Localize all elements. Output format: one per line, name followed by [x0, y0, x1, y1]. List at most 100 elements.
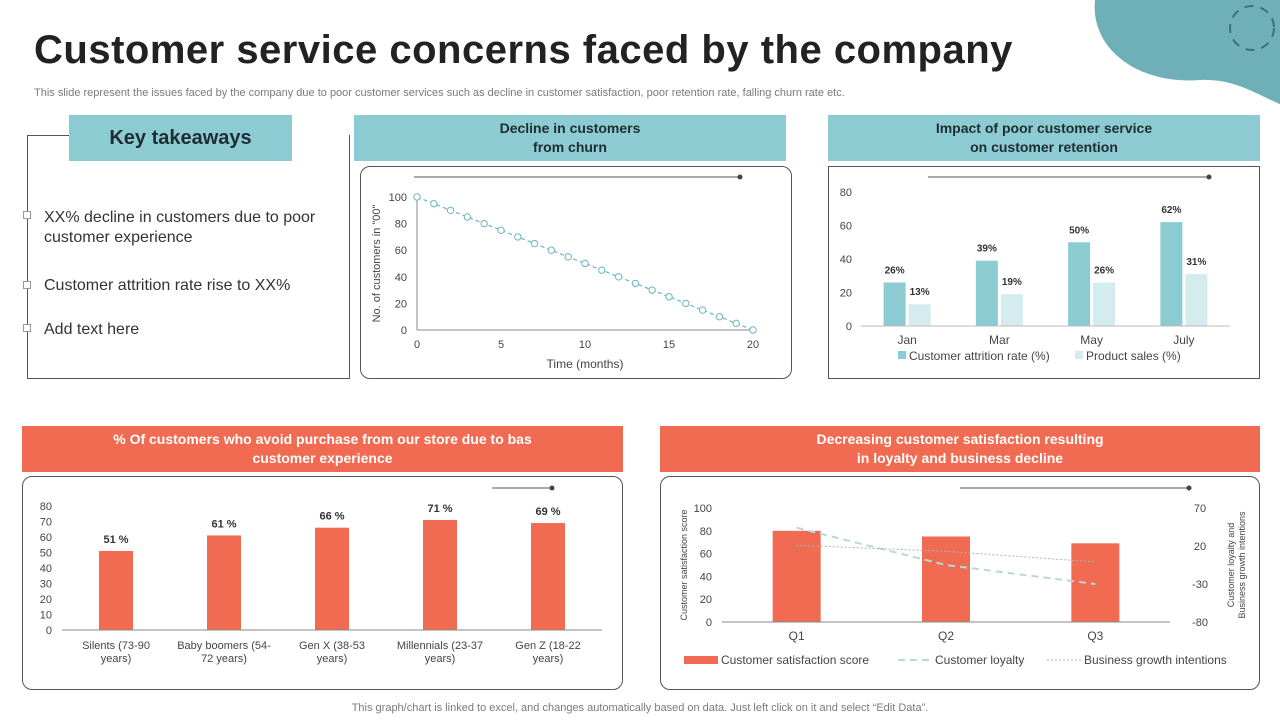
- category-label: Millennials (23-37: [397, 640, 483, 652]
- avoid-heading-line-1: % Of customers who avoid purchase from o…: [113, 431, 532, 447]
- key-takeaways-frame: [27, 135, 350, 379]
- avoid-chart-heading: % Of customers who avoid purchase from o…: [22, 426, 623, 472]
- bar-sales: [1000, 294, 1023, 326]
- y2-tick-label: -80: [1192, 617, 1208, 629]
- line-customer-loyalty: [796, 526, 1096, 585]
- data-point: [413, 193, 421, 201]
- y-tick-label: 80: [395, 219, 407, 231]
- satisfaction-chart: 0 20 40 60 80 100 -80 -30 20 70 Customer satisfact…: [679, 485, 1247, 667]
- bar-satisfaction: [772, 530, 821, 622]
- takeaway-bullet: [23, 211, 31, 219]
- data-point: [446, 206, 455, 214]
- legend-swatch-attrition: [898, 351, 906, 359]
- retention-heading-line-1: Impact of poor customer service: [935, 120, 1153, 136]
- x-tick-label: 5: [498, 339, 504, 351]
- y-tick-label: 80: [40, 501, 52, 513]
- key-takeaways-frame-top: [27, 135, 69, 136]
- category-label: years): [317, 653, 348, 665]
- data-point: [715, 313, 724, 321]
- panel-handle-dot: [1206, 174, 1212, 180]
- legend-label: Customer attrition rate (%): [909, 349, 1050, 363]
- data-point: [631, 279, 640, 288]
- y2-axis-title: Business growth intentions: [1237, 511, 1247, 619]
- data-point: [514, 233, 522, 241]
- legend-label: Product sales (%): [1086, 349, 1181, 363]
- data-point: [749, 326, 757, 334]
- bar-attrition: [1068, 242, 1091, 326]
- data-point: [497, 226, 505, 234]
- takeaway-item-3: Add text here: [44, 321, 140, 338]
- satisfaction-heading-line-2: in loyalty and business decline: [856, 450, 1064, 466]
- satisfaction-chart-heading: Decreasing customer satisfaction resulti…: [660, 426, 1260, 472]
- data-point: [547, 246, 556, 254]
- y-tick-label: 20: [840, 288, 852, 300]
- data-label: 26%: [885, 265, 905, 276]
- data-label: 71 %: [427, 503, 452, 515]
- x-tick-label: 10: [579, 339, 591, 351]
- category-label: May: [1080, 333, 1103, 347]
- category-label: Q3: [1087, 629, 1103, 643]
- category-label: years): [101, 653, 132, 665]
- bar-sales: [1093, 282, 1116, 326]
- panel-handle-dot: [549, 485, 555, 491]
- category-label: Mar: [989, 333, 1010, 347]
- y-tick-label: 40: [700, 571, 712, 583]
- y-tick-label: 0: [846, 321, 852, 333]
- key-takeaways-heading: Key takeaways: [69, 115, 292, 161]
- y-tick-label: 20: [700, 594, 712, 606]
- bar-avoid: [99, 550, 133, 630]
- x-axis-title: Time (months): [547, 357, 624, 371]
- y-tick-label: 20: [40, 594, 52, 606]
- takeaway-item-1: XX% decline in customers due to poor cus…: [44, 209, 316, 246]
- y-tick-label: 100: [389, 192, 407, 204]
- retention-chart-heading: Impact of poor customer service on custom…: [828, 115, 1260, 161]
- legend-label: Business growth intentions: [1084, 653, 1227, 667]
- page-subtitle: This slide represent the issues faced by…: [34, 87, 845, 99]
- legend-swatch-sales: [1075, 351, 1083, 359]
- data-label: 62%: [1161, 205, 1181, 216]
- y-tick-label: 80: [700, 526, 712, 538]
- category-label: Q1: [789, 629, 805, 643]
- takeaway-bullet: [23, 281, 31, 289]
- data-point: [564, 253, 572, 261]
- decorative-blob: [1094, 0, 1280, 105]
- bar-sales: [908, 304, 931, 326]
- x-tick-label: 20: [747, 339, 759, 351]
- avoid-heading-line-2: customer experience: [252, 450, 393, 466]
- blob-dash-circle: [1229, 5, 1275, 51]
- data-label: 69 %: [535, 506, 560, 518]
- bar-avoid: [207, 535, 241, 630]
- category-label: years): [425, 653, 456, 665]
- category-label: Jan: [897, 333, 916, 347]
- churn-heading-line-2: from churn: [533, 139, 607, 155]
- data-label: 26%: [1094, 265, 1114, 276]
- legend-label: Customer satisfaction score: [721, 653, 869, 667]
- retention-chart-panel: [828, 166, 1260, 379]
- y-tick-label: 30: [40, 579, 52, 591]
- bar-satisfaction: [922, 536, 970, 622]
- y-tick-label: 70: [40, 517, 52, 529]
- churn-heading-line-1: Decline in customers: [499, 120, 641, 136]
- data-label: 13%: [910, 287, 930, 298]
- line-business-growth: [796, 544, 1096, 563]
- y-tick-label: 0: [46, 625, 52, 637]
- bar-attrition: [975, 260, 998, 326]
- data-label: 61 %: [211, 518, 236, 530]
- x-tick-label: 0: [414, 339, 420, 351]
- category-label: Q2: [938, 629, 954, 643]
- trend-line: [416, 196, 754, 331]
- data-label: 39%: [977, 244, 997, 255]
- data-point: [430, 199, 438, 208]
- data-point: [598, 266, 606, 274]
- category-label: Gen Z (18-22: [515, 640, 580, 652]
- y-tick-label: 50: [40, 548, 52, 560]
- legend-swatch-satisfaction: [684, 656, 718, 664]
- y-tick-label: 60: [700, 549, 712, 561]
- y-tick-label: 0: [706, 617, 712, 629]
- y-tick-label: 10: [40, 610, 52, 622]
- data-label: 19%: [1002, 277, 1022, 288]
- data-point: [530, 239, 539, 248]
- bar-attrition: [1160, 222, 1183, 326]
- churn-chart: 0 20 40 60 80 100 0 5 10 15 20 Time (months) No. of …: [371, 174, 759, 371]
